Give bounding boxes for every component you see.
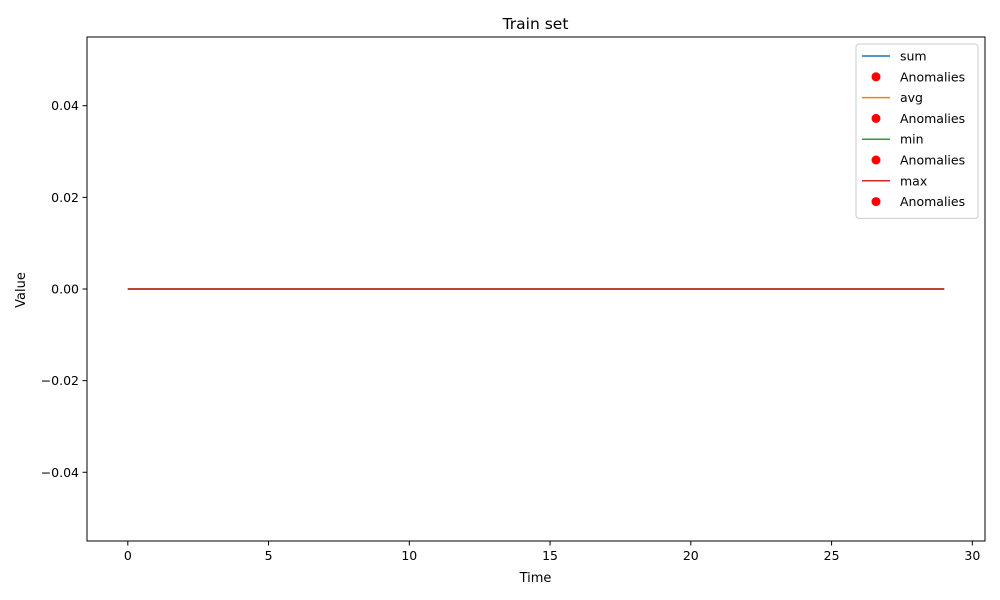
- legend-label: Anomalies: [900, 69, 965, 84]
- legend: sum Anomalies avg Anomalies min Anomalies max A…: [855, 43, 979, 219]
- x-tick-label: 30: [964, 548, 980, 563]
- legend-swatch-marker: [871, 113, 881, 123]
- legend-label: Anomalies: [900, 153, 965, 168]
- y-axis-label: Value: [14, 272, 29, 308]
- axes-layer: 0 5 10 15 20 25 30 −0.04 −0.02 0.00 0.02 0.04: [41, 36, 986, 563]
- legend-label: sum: [900, 49, 927, 64]
- y-tick-label: 0.00: [51, 282, 79, 297]
- legend-swatch-marker: [871, 197, 881, 207]
- x-axis-label: Time: [519, 571, 552, 586]
- x-tick-label: 0: [124, 548, 132, 563]
- legend-label: Anomalies: [900, 194, 965, 209]
- legend-label: Anomalies: [900, 111, 965, 126]
- legend-label: avg: [900, 90, 923, 105]
- y-tick-label: 0.04: [51, 98, 79, 113]
- legend-label: min: [900, 132, 924, 147]
- legend-swatch-marker: [871, 72, 881, 82]
- y-tick-label: −0.02: [41, 373, 79, 388]
- y-tick-label: 0.02: [51, 190, 79, 205]
- x-tick-label: 10: [401, 548, 417, 563]
- legend-swatch-marker: [871, 155, 881, 165]
- y-tick-label: −0.04: [41, 465, 79, 480]
- legend-box: [855, 43, 979, 219]
- x-tick-label: 5: [265, 548, 273, 563]
- legend-label: max: [900, 173, 927, 188]
- chart-title: Train set: [502, 15, 569, 33]
- x-tick-label: 15: [542, 548, 558, 563]
- x-tick-label: 25: [824, 548, 840, 563]
- x-tick-label: 20: [683, 548, 699, 563]
